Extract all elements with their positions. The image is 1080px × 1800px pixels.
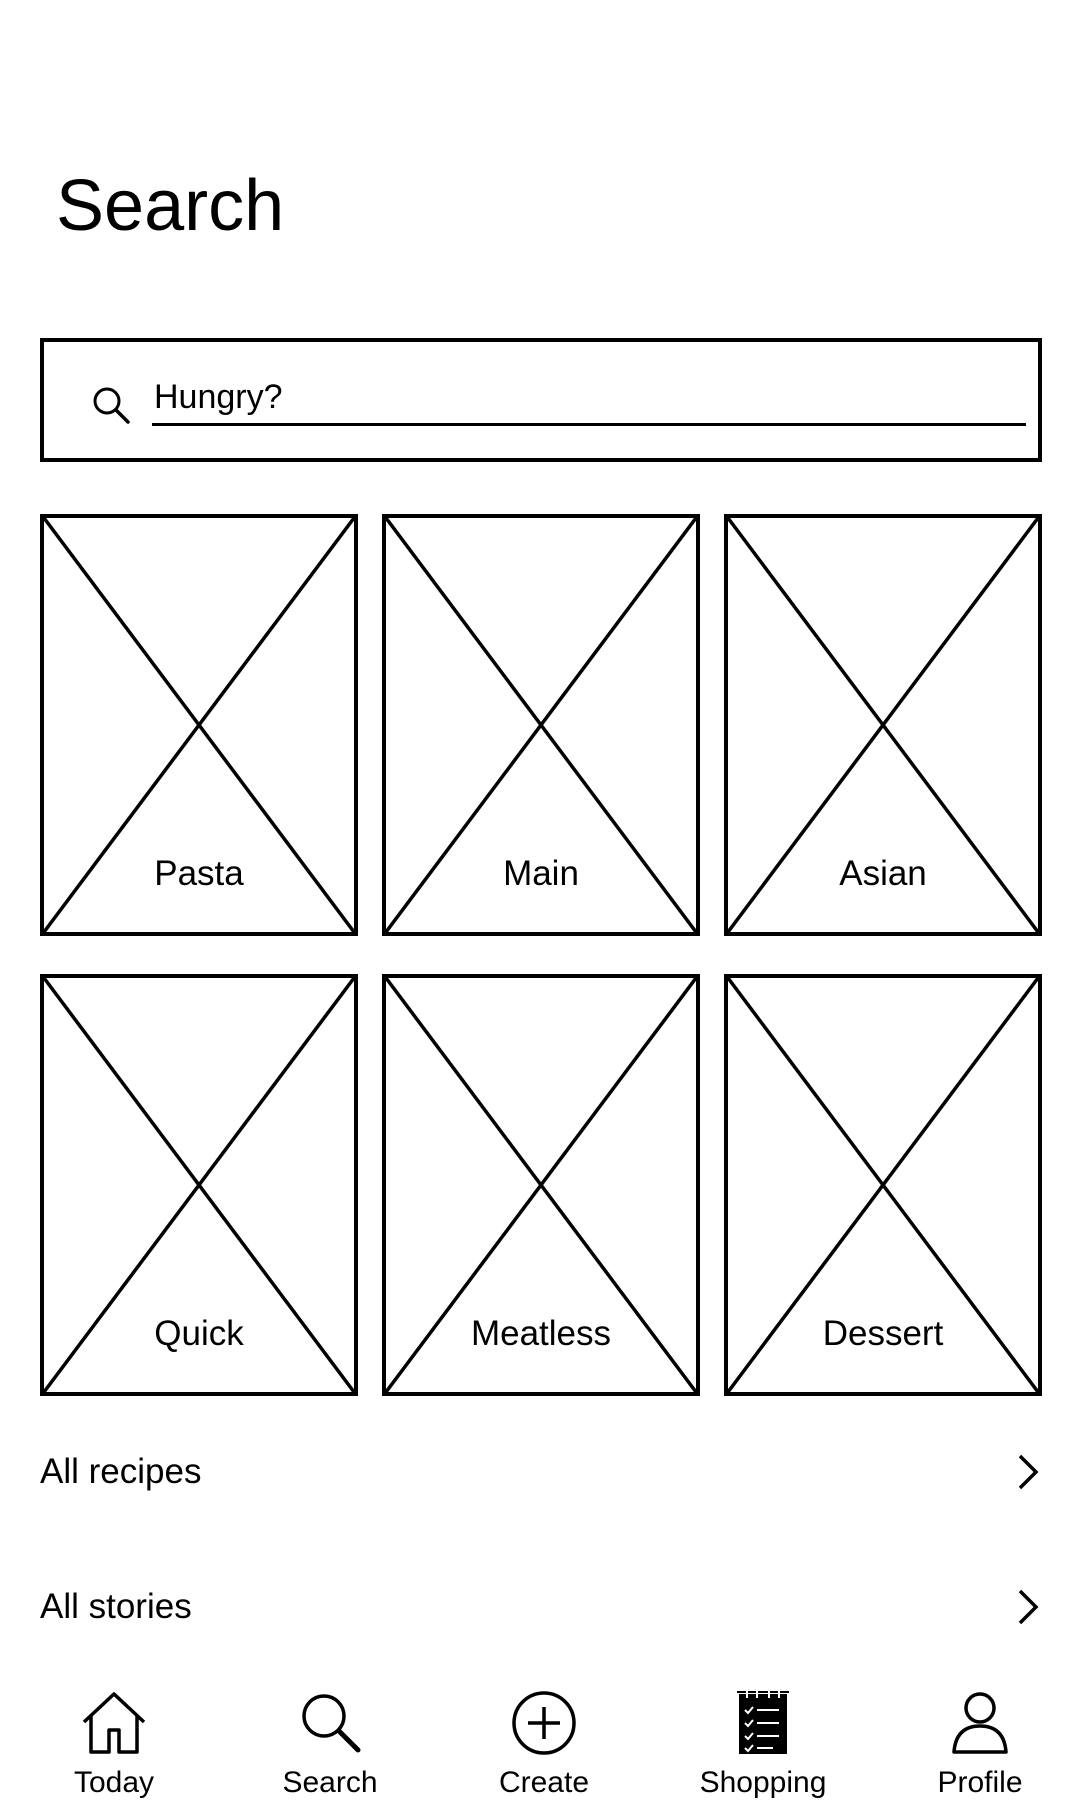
category-label: Pasta — [154, 854, 244, 893]
chevron-right-icon — [1018, 1454, 1039, 1490]
tab-today[interactable]: Today — [29, 1690, 199, 1800]
all-recipes-label: All recipes — [40, 1452, 202, 1491]
page-title: Search — [56, 166, 285, 246]
category-label: Meatless — [470, 1314, 612, 1353]
all-recipes-link[interactable]: All recipes — [40, 1437, 1044, 1507]
category-tile-meatless[interactable]: Meatless — [382, 974, 700, 1396]
search-icon — [302, 1694, 361, 1753]
all-stories-link[interactable]: All stories — [40, 1572, 1044, 1642]
image-placeholder — [728, 518, 1038, 932]
image-placeholder — [44, 518, 354, 932]
tab-label: Search — [282, 1766, 378, 1799]
tab-label: Today — [73, 1766, 155, 1799]
tab-profile[interactable]: Profile — [895, 1690, 1065, 1800]
home-icon — [82, 1692, 146, 1754]
category-label: Quick — [154, 1314, 244, 1353]
bottom-tab-bar: Today Search Create — [0, 1690, 1080, 1800]
tab-label: Shopping — [699, 1766, 827, 1799]
all-stories-label: All stories — [40, 1587, 192, 1626]
category-label: Main — [503, 854, 579, 893]
category-tile-main[interactable]: Main — [382, 514, 700, 936]
category-tile-pasta[interactable]: Pasta — [40, 514, 358, 936]
tab-search[interactable]: Search — [245, 1690, 415, 1800]
plus-circle-icon — [512, 1691, 576, 1755]
checklist-icon — [737, 1690, 789, 1754]
image-placeholder — [44, 978, 354, 1392]
image-placeholder — [386, 518, 696, 932]
image-placeholder — [386, 978, 696, 1392]
category-tile-quick[interactable]: Quick — [40, 974, 358, 1396]
category-tile-dessert[interactable]: Dessert — [724, 974, 1042, 1396]
image-placeholder — [728, 978, 1038, 1392]
tab-label: Create — [498, 1766, 590, 1799]
search-icon — [93, 387, 130, 424]
tab-create[interactable]: Create — [459, 1690, 629, 1800]
person-icon — [952, 1692, 1008, 1754]
category-tile-asian[interactable]: Asian — [724, 514, 1042, 936]
tab-label: Profile — [937, 1766, 1023, 1799]
chevron-right-icon — [1018, 1589, 1039, 1625]
tab-shopping[interactable]: Shopping — [678, 1690, 848, 1800]
search-bar[interactable] — [40, 338, 1042, 462]
search-input[interactable] — [152, 376, 1026, 426]
category-grid: Pasta Main Asian Quick Meatless Dessert — [40, 514, 1044, 1396]
category-label: Dessert — [822, 1314, 944, 1353]
category-label: Asian — [839, 854, 927, 893]
